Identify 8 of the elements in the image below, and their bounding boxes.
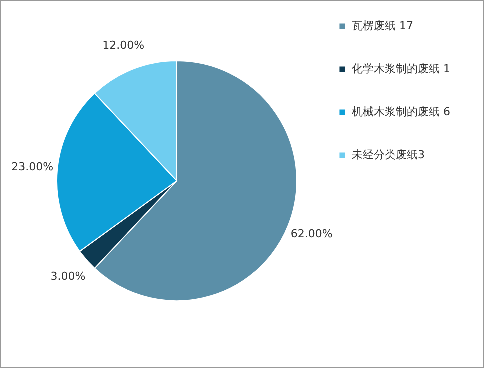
legend-label: 化学木浆制的废纸 1 [352,62,450,76]
data-label: 12.00% [102,39,145,52]
data-label: 23.00% [12,160,54,174]
legend-label: 瓦楞废纸 17 [352,20,414,32]
legend-label: 未经分类废纸3 [352,148,425,162]
data-label: 3.00% [50,270,86,283]
legend-label: 机械木浆制的废纸 6 [352,106,450,118]
data-label: 62.00% [290,227,333,240]
